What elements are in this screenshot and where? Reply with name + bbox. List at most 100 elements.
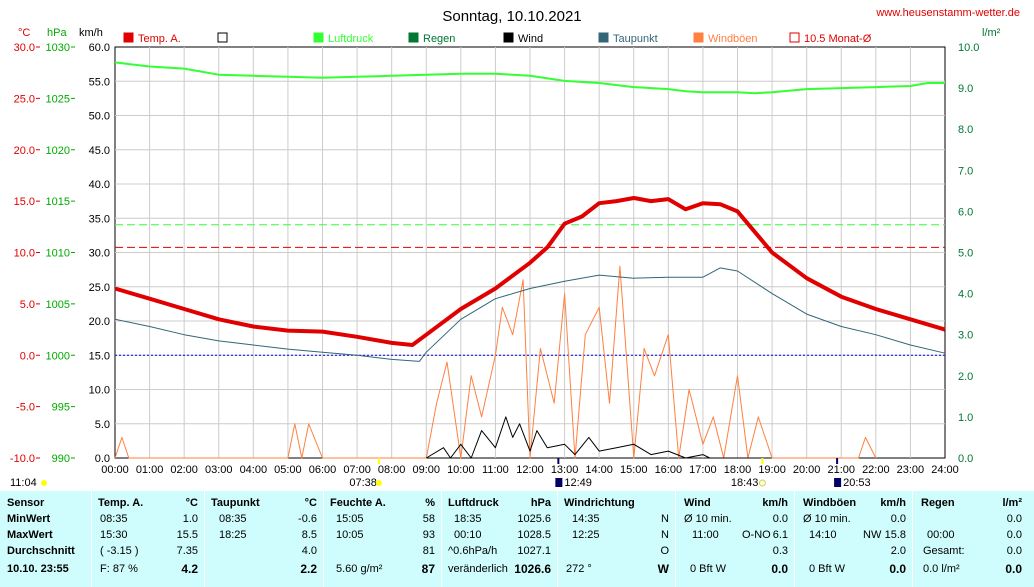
wind-axis-tick-1: 55.0 bbox=[89, 76, 110, 88]
legend-label-0: Temp. A. bbox=[138, 33, 181, 45]
legend-label-6: Windböen bbox=[708, 33, 758, 45]
rain-header: Regen bbox=[921, 497, 955, 509]
rain-axis-tick-6: 4.0 bbox=[958, 289, 973, 301]
legend-label-3: Regen bbox=[423, 33, 455, 45]
humidity-max-time: 10:05 bbox=[336, 529, 364, 541]
winddir-current-value: W bbox=[657, 562, 669, 576]
rain-max-value: 0.0 bbox=[1006, 529, 1022, 541]
temp-current-note: F: 87 % bbox=[100, 563, 138, 575]
winddir-max-value: N bbox=[661, 529, 669, 541]
site-link[interactable]: www.heusenstamm-wetter.de bbox=[875, 7, 1020, 19]
legend-label-5: Taupunkt bbox=[613, 33, 658, 45]
col-gust: Windböen km/h Ø 10 min. 0.0 14:10 NW 15.8 2.… bbox=[795, 491, 913, 587]
dew-unit: °C bbox=[304, 497, 317, 509]
x-tick-21: 21:00 bbox=[827, 464, 855, 476]
rain-axis-tick-9: 1.0 bbox=[958, 412, 973, 424]
temp-axis-tick-6: 0.0 bbox=[20, 350, 35, 362]
wind-max-time: 11:00 bbox=[692, 529, 719, 541]
row-label-min: MinWert bbox=[7, 513, 51, 525]
sensor-header: Sensor bbox=[7, 497, 45, 509]
x-tick-18: 18:00 bbox=[724, 464, 752, 476]
pressure-max-value: 1028.5 bbox=[517, 529, 551, 541]
temp-header: Temp. A. bbox=[98, 497, 144, 509]
winddir-current-degrees: 272 ° bbox=[566, 563, 592, 575]
temp-axis-tick-3: 15.0 bbox=[14, 196, 35, 208]
wind-max-dir: O-NO bbox=[742, 529, 771, 541]
series-luftdruck bbox=[114, 61, 945, 95]
rain-current-note: 0.0 l/m² bbox=[923, 563, 960, 575]
legend-swatch-5 bbox=[598, 32, 609, 43]
rain-total-value: 0.0 bbox=[1006, 545, 1022, 557]
col-temp: Temp. A. °C 08:35 1.0 15:30 15.5 ( -3.15 ) 7… bbox=[92, 491, 205, 587]
marker-label-2: 12:49 bbox=[564, 477, 592, 489]
dew-header: Taupunkt bbox=[211, 497, 260, 509]
rain-axis-tick-5: 5.0 bbox=[958, 248, 973, 260]
dew-max-value: 8.5 bbox=[301, 529, 317, 541]
series-taupunkt bbox=[114, 267, 946, 362]
temp-current-value: 4.2 bbox=[181, 562, 198, 576]
gust-min-note: Ø 10 min. bbox=[803, 513, 851, 525]
pressure-axis-tick-6: 1000 bbox=[46, 350, 70, 362]
wind-axis-tick-0: 60.0 bbox=[89, 42, 110, 54]
x-tick-19: 19:00 bbox=[758, 464, 786, 476]
pressure-max-time: 00:10 bbox=[454, 529, 482, 541]
rain-min-value: 0.0 bbox=[1006, 513, 1022, 525]
wind-axis-tick-12: 0.0 bbox=[95, 453, 110, 465]
dew-current-value: 2.2 bbox=[300, 562, 317, 576]
x-tick-12: 12:00 bbox=[516, 464, 544, 476]
wind-axis-tick-2: 50.0 bbox=[89, 111, 110, 123]
rain-unit: l/m² bbox=[1002, 497, 1022, 509]
temp-max-value: 15.5 bbox=[176, 529, 198, 541]
wind-axis-tick-11: 5.0 bbox=[95, 419, 110, 431]
wind-axis-tick-6: 30.0 bbox=[89, 248, 110, 260]
wind-header: Wind bbox=[684, 497, 711, 509]
humidity-current-value: 87 bbox=[421, 562, 435, 576]
series-temp-a bbox=[114, 196, 946, 347]
winddir-max-time: 12:25 bbox=[572, 529, 600, 541]
rain-axis-unit: l/m² bbox=[982, 27, 1001, 39]
col-rain: Regen l/m² 0.0 00:00 0.0 Gesamt: 0.0 0.0 l/… bbox=[913, 491, 1034, 587]
pressure-axis-tick-1: 1025 bbox=[46, 93, 70, 105]
wind-axis-tick-3: 45.0 bbox=[89, 145, 110, 157]
x-tick-9: 09:00 bbox=[412, 464, 440, 476]
winddir-avg-value: O bbox=[660, 545, 669, 557]
marker-label-0: 11:04 bbox=[10, 477, 37, 489]
legend-swatch-7 bbox=[789, 32, 800, 43]
pressure-axis-tick-8: 990 bbox=[52, 453, 70, 465]
temp-avg-note: ( -3.15 ) bbox=[100, 545, 139, 557]
dew-min-value: -0.6 bbox=[298, 513, 317, 525]
temp-max-time: 15:30 bbox=[100, 529, 128, 541]
humidity-min-value: 58 bbox=[422, 513, 435, 525]
wind-axis-tick-4: 40.0 bbox=[89, 179, 110, 191]
rain-axis-tick-3: 7.0 bbox=[958, 165, 973, 177]
temp-axis-tick-7: -5.0 bbox=[16, 402, 35, 414]
pressure-axis-tick-2: 1020 bbox=[46, 145, 70, 157]
x-tick-1: 01:00 bbox=[136, 464, 164, 476]
rain-max-time: 00:00 bbox=[927, 529, 955, 541]
marker-label-1: 07:38 bbox=[349, 477, 377, 489]
humidity-max-value: 93 bbox=[422, 529, 435, 541]
wind-current-bft: 0 Bft W bbox=[690, 563, 727, 575]
pressure-unit: hPa bbox=[530, 497, 551, 509]
x-tick-8: 08:00 bbox=[378, 464, 406, 476]
weather-chart: Sonntag, 10.10.2021 www.heusenstamm-wett… bbox=[10, 7, 1020, 489]
temp-axis-tick-0: 30.0 bbox=[14, 42, 35, 54]
stats-panel: Sensor MinWert MaxWert Durchschnitt 10.1… bbox=[0, 491, 1034, 587]
row-label-max: MaxWert bbox=[7, 529, 53, 541]
chart-legend: Temp. A. Luftdruck Regen Wind Taupunkt Windbö… bbox=[123, 32, 872, 45]
gust-min-value: 0.0 bbox=[890, 513, 906, 525]
pressure-min-time: 18:35 bbox=[454, 513, 482, 525]
col-humidity: Feuchte A.% 15:05 58 10:05 93 81 5.60 g/m²… bbox=[324, 491, 442, 587]
dew-avg-value: 4.0 bbox=[301, 545, 317, 557]
col-wind: Wind km/h Ø 10 min. 0.0 11:00 O-NO 6.1 0.3 0… bbox=[676, 491, 795, 587]
rain-current-value: 0.0 bbox=[1005, 562, 1022, 576]
humidity-header: Feuchte A. bbox=[330, 497, 386, 509]
winddir-header: Windrichtung bbox=[564, 497, 635, 509]
dew-max-time: 18:25 bbox=[219, 529, 247, 541]
legend-swatch-1 bbox=[217, 32, 228, 43]
x-tick-14: 14:00 bbox=[585, 464, 613, 476]
col-winddir: Windrichtung 14:35 N 12:25 N O 272 ° W bbox=[558, 491, 676, 587]
col-pressure: Luftdruck hPa 18:35 1025.6 00:10 1028.5 ^0.… bbox=[442, 491, 558, 587]
x-tick-15: 15:00 bbox=[620, 464, 648, 476]
x-tick-4: 04:00 bbox=[240, 464, 268, 476]
